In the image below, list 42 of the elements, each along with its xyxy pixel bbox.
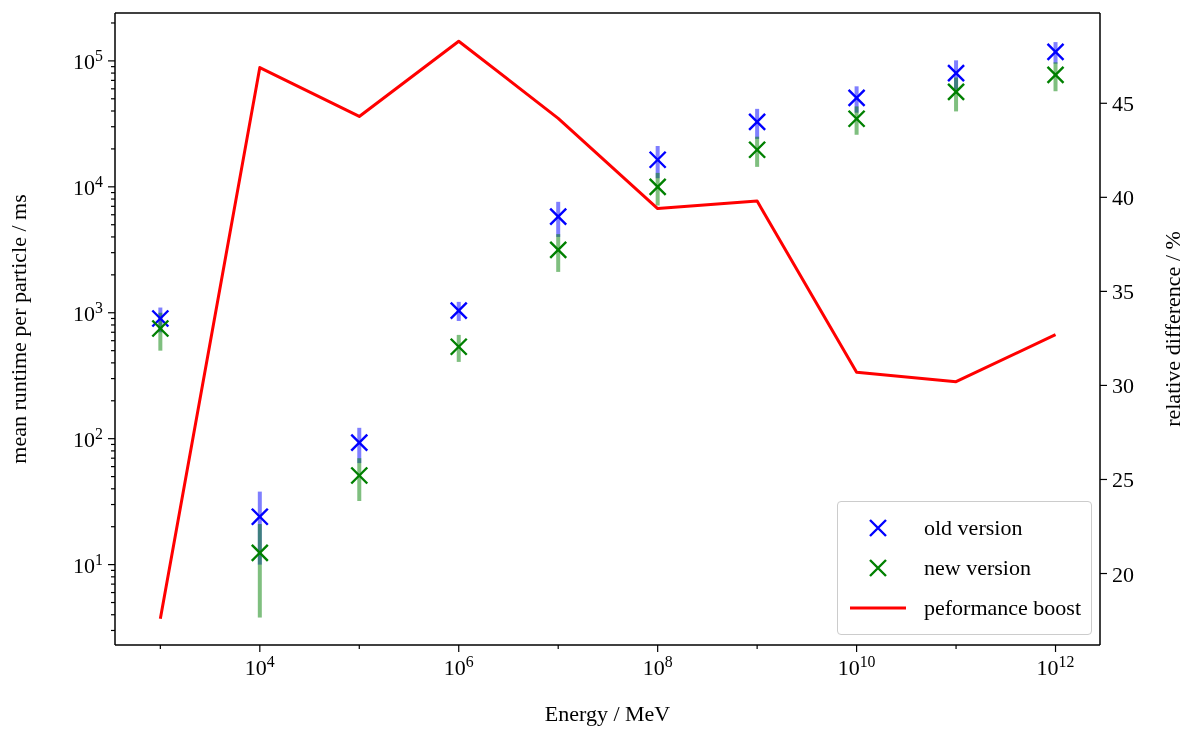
x-tick-label: 10$^{10}$ [837, 652, 876, 680]
y2-tick-label: 45 [1112, 91, 1134, 117]
point [1046, 42, 1065, 62]
point [350, 433, 369, 452]
x-tick-label: 10$^{12}$ [1036, 652, 1075, 680]
y2-tick-label: 35 [1112, 279, 1134, 305]
point [847, 88, 866, 108]
y-tick-label: 10$^{5}$ [73, 46, 104, 74]
x-axis-title: Energy / MeV [544, 701, 671, 726]
point [250, 507, 270, 526]
x-tick-label: 10$^{6}$ [443, 652, 474, 680]
point [151, 319, 170, 338]
point [747, 140, 767, 159]
point [151, 309, 170, 328]
y2-tick-label: 40 [1112, 185, 1134, 211]
y2-axis-title: relative difference / % [1159, 231, 1185, 427]
point [946, 63, 966, 83]
point [549, 240, 568, 260]
point [648, 150, 667, 169]
y-tick-label: 10$^{2}$ [73, 424, 104, 452]
point [847, 109, 866, 128]
point [449, 337, 468, 356]
point [648, 177, 667, 197]
point [1046, 65, 1065, 85]
y-tick-label: 10$^{4}$ [73, 172, 104, 200]
y2-tick-label: 25 [1112, 467, 1134, 493]
y-tick-label: 10$^{1}$ [73, 550, 103, 578]
legend-label: new version [924, 555, 1031, 581]
point [449, 301, 468, 320]
point [350, 466, 369, 485]
x-tick-label: 10$^{4}$ [244, 652, 275, 680]
point [946, 82, 966, 102]
x-tick-label: 10$^{8}$ [642, 652, 673, 680]
legend-label: peformance boost [924, 595, 1081, 621]
y2-tick-label: 30 [1112, 373, 1134, 399]
point [250, 543, 270, 563]
y-axis-title: mean runtime per particle / ms [5, 194, 31, 464]
point [549, 207, 568, 226]
point [747, 112, 767, 132]
y2-tick-label: 20 [1112, 561, 1134, 587]
y-tick-label: 10$^{3}$ [73, 298, 104, 326]
legend-label: old version [924, 515, 1023, 541]
